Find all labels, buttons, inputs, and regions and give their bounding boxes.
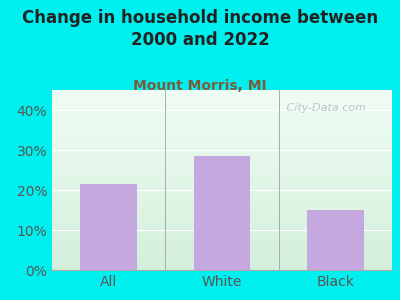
Text: Change in household income between
2000 and 2022: Change in household income between 2000 … [22, 9, 378, 49]
Bar [80, 184, 137, 270]
Bar [194, 156, 250, 270]
Text: City-Data.com: City-Data.com [283, 103, 366, 112]
Text: Mount Morris, MI: Mount Morris, MI [133, 80, 267, 94]
Bar [307, 210, 364, 270]
